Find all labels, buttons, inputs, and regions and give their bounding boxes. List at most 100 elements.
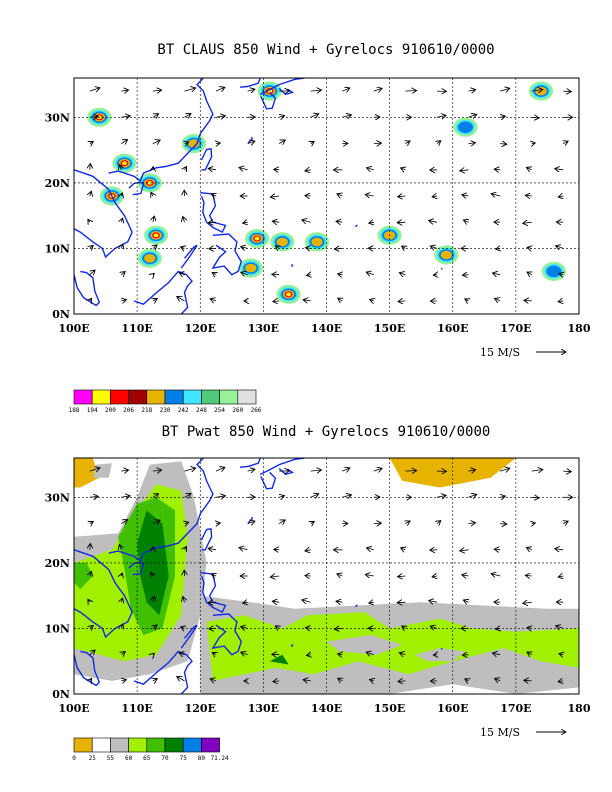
y-tick-label: 0N	[52, 308, 70, 321]
coastline	[440, 267, 443, 270]
coastline	[259, 78, 305, 96]
wind-vector	[208, 602, 217, 603]
wind-vector	[370, 300, 374, 301]
wind-vector	[184, 494, 192, 498]
wind-vector	[399, 653, 406, 655]
coastline	[180, 244, 198, 269]
wind-vector	[398, 681, 406, 682]
wind-vector	[153, 653, 154, 654]
wind-vector	[432, 576, 437, 577]
coastline	[259, 458, 305, 476]
wind-vector	[531, 90, 543, 92]
coastline	[440, 647, 443, 650]
wind-vector	[311, 141, 315, 143]
wind-vector	[121, 624, 123, 629]
coastline	[74, 549, 133, 639]
wind-vector	[311, 521, 315, 523]
wind-vector	[338, 298, 343, 301]
wind-vector	[556, 626, 564, 629]
wind-vector	[208, 168, 217, 169]
panel2-wind-reference: 15 M/S	[480, 726, 566, 739]
wind-vector	[367, 168, 374, 170]
wind-vector	[342, 468, 350, 471]
colorbar-label: 25	[89, 755, 97, 762]
wind-vector	[90, 270, 95, 275]
wind-vector	[121, 116, 130, 118]
cloud-cluster-mark	[245, 263, 257, 273]
wind-vector	[532, 523, 536, 524]
wind-vector	[184, 88, 196, 91]
coastline	[128, 181, 145, 196]
wind-vector	[243, 222, 248, 223]
wind-vector	[210, 679, 217, 681]
wind-vector	[89, 116, 99, 117]
cloud-cluster-mark	[311, 237, 323, 247]
wind-vector	[468, 523, 476, 524]
wind-vector	[405, 471, 416, 472]
wind-vector	[153, 245, 157, 249]
wind-vector	[275, 246, 279, 249]
wind-vector	[121, 573, 122, 576]
wind-vector	[437, 521, 441, 524]
colorbar-swatch	[73, 737, 93, 753]
colorbar-label: 65	[143, 755, 151, 762]
wind-vector	[151, 192, 153, 196]
wind-vector	[310, 90, 322, 91]
wind-vector	[89, 496, 99, 497]
coastline	[108, 458, 214, 562]
cloud-cluster-mark	[144, 253, 156, 263]
wind-vector	[398, 196, 406, 197]
coastline	[133, 270, 193, 314]
wind-vector	[462, 195, 469, 196]
wind-vector	[153, 299, 157, 301]
wind-vector	[270, 196, 280, 197]
wind-vector	[563, 91, 571, 92]
wind-vector	[430, 246, 438, 248]
panel2-title: BT Pwat 850 Wind + Gyrelocs 910610/0000	[162, 424, 491, 440]
wind-vector	[555, 549, 564, 550]
wind-vector	[310, 494, 319, 497]
wind-vector	[184, 114, 192, 118]
wind-vector	[335, 248, 343, 249]
y-tick-label: 10N	[45, 242, 70, 255]
wind-vector	[303, 300, 311, 301]
wind-vector	[90, 571, 92, 576]
coastline	[200, 192, 227, 234]
wind-vector	[216, 523, 220, 524]
wind-vector	[241, 652, 248, 654]
wind-vector	[307, 655, 311, 656]
wind-vector	[399, 273, 406, 275]
panel1-gridlines	[74, 78, 579, 314]
wind-vector	[215, 496, 225, 498]
wind-vector	[243, 602, 248, 603]
panel2-wind-vectors	[88, 467, 573, 681]
wind-vector	[369, 602, 374, 603]
wind-vector	[398, 301, 406, 302]
x-tick-label: 130E	[248, 702, 279, 715]
colorbar-swatch	[164, 737, 184, 753]
x-tick-label: 170E	[500, 702, 531, 715]
wind-vector	[305, 550, 311, 551]
colorbar-label: 242	[178, 407, 189, 414]
wind-vector	[558, 301, 563, 302]
wind-vector	[121, 680, 126, 681]
wind-vector	[89, 468, 100, 471]
x-tick-label: 110E	[121, 702, 152, 715]
coastline	[211, 613, 243, 656]
wind-vector	[151, 572, 153, 576]
coastline	[211, 233, 243, 276]
wind-vector	[398, 576, 406, 577]
cloud-cluster-mark	[286, 292, 292, 297]
wind-vector	[153, 679, 157, 681]
coastline	[74, 650, 101, 687]
wind-vector	[563, 141, 568, 144]
cloud-cluster-mark	[147, 180, 153, 185]
colorbar-swatch	[201, 737, 220, 753]
wind-vector	[558, 681, 563, 682]
wind-vector	[524, 300, 532, 301]
colorbar-swatch	[128, 737, 148, 753]
wind-vector	[531, 470, 543, 472]
x-tick-label: 150E	[374, 322, 405, 335]
wind-vector	[121, 300, 126, 301]
